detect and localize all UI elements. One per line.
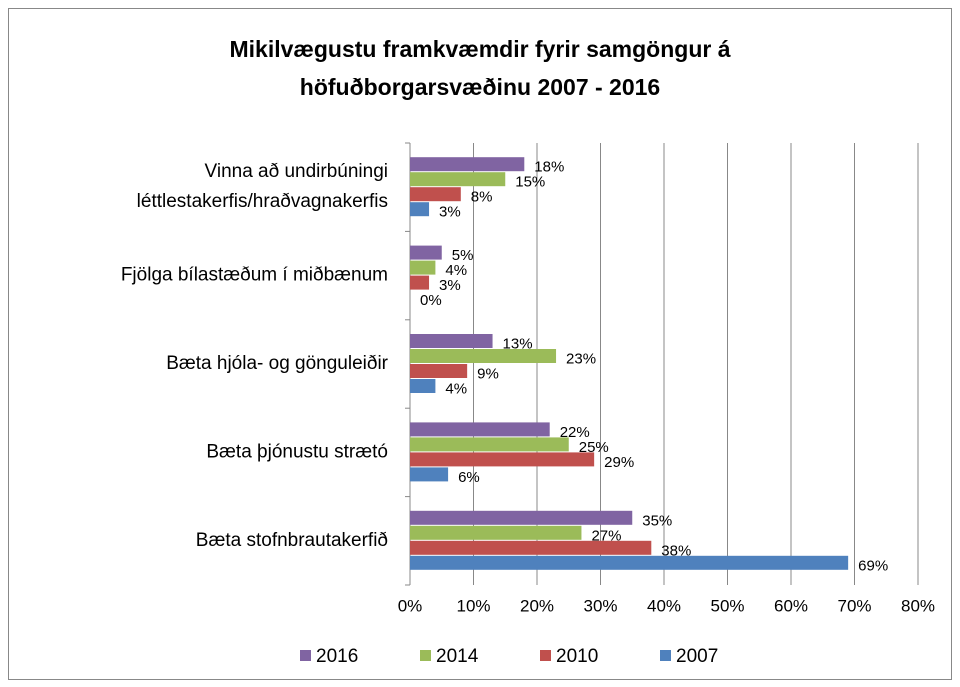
legend-swatch <box>420 650 431 661</box>
legend-swatch <box>540 650 551 661</box>
chart-title-line: höfuðborgarsvæðinu 2007 - 2016 <box>300 74 660 100</box>
bar <box>410 437 569 452</box>
bar <box>410 275 430 290</box>
bar <box>410 467 449 482</box>
value-label: 8% <box>471 189 493 206</box>
value-label: 29% <box>604 454 634 471</box>
chart-title: Mikilvægustu framkvæmdir fyrir samgöngur… <box>229 36 730 100</box>
value-label: 25% <box>579 439 609 456</box>
bar <box>410 379 436 393</box>
x-tick-label: 80% <box>901 596 935 615</box>
value-label: 22% <box>560 424 590 441</box>
y-tick-label: Bæta hjóla- og gönguleiðir <box>166 353 388 374</box>
legend-swatch <box>300 650 311 661</box>
legend-swatch <box>660 650 671 661</box>
bar <box>410 452 595 467</box>
value-label: 6% <box>458 469 480 486</box>
x-tick-label: 40% <box>647 596 681 615</box>
x-tick-label: 0% <box>398 596 423 615</box>
y-tick-label-line: léttlestakerfis/hraðvagnakerfis <box>137 191 388 212</box>
value-label: 38% <box>661 542 691 559</box>
y-tick-label-line: Bæta stofnbrautakerfið <box>196 530 388 551</box>
bar <box>410 349 557 363</box>
value-label: 3% <box>439 277 461 294</box>
legend-label: 2007 <box>676 646 718 667</box>
bar <box>410 540 652 555</box>
value-label: 0% <box>420 292 442 309</box>
legend-label: 2010 <box>556 646 598 667</box>
value-label: 13% <box>503 335 533 352</box>
y-tick-label-line: Vinna að undirbúningi <box>205 161 388 182</box>
value-label: 4% <box>445 262 467 279</box>
bar <box>410 172 506 187</box>
chart-title-line: Mikilvægustu framkvæmdir fyrir samgöngur… <box>229 36 730 62</box>
bar <box>410 202 430 217</box>
bar <box>410 555 849 570</box>
legend-label: 2016 <box>316 646 358 667</box>
y-tick-label-line: Bæta hjóla- og gönguleiðir <box>166 353 388 374</box>
bar <box>410 260 436 275</box>
bar <box>410 334 493 348</box>
value-label: 15% <box>515 174 545 191</box>
x-tick-label: 50% <box>710 596 744 615</box>
y-tick-label: Bæta þjónustu strætó <box>206 441 388 462</box>
bar <box>410 187 461 202</box>
y-tick-label: Vinna að undirbúningi léttlestakerfis/hra… <box>137 161 388 212</box>
value-label: 23% <box>566 350 596 367</box>
bar <box>410 525 582 540</box>
y-tick-label: Bæta stofnbrautakerfið <box>196 530 388 551</box>
y-tick-label: Fjölga bílastæðum í miðbænum <box>121 265 388 286</box>
x-tick-label: 10% <box>456 596 490 615</box>
bar <box>410 364 468 378</box>
value-label: 5% <box>452 247 474 264</box>
value-label: 9% <box>477 365 499 382</box>
value-label: 4% <box>445 380 467 397</box>
value-label: 69% <box>858 557 888 574</box>
value-label: 18% <box>534 159 564 176</box>
legend-label: 2014 <box>436 646 479 667</box>
bar <box>410 245 442 260</box>
value-label: 27% <box>591 527 621 544</box>
x-tick-label: 20% <box>520 596 554 615</box>
bar <box>410 422 550 437</box>
x-tick-label: 30% <box>583 596 617 615</box>
bar <box>410 157 525 172</box>
value-label: 3% <box>439 204 461 221</box>
y-tick-label-line: Bæta þjónustu strætó <box>206 441 388 462</box>
value-label: 35% <box>642 512 672 529</box>
bar <box>410 510 633 525</box>
x-tick-label: 60% <box>774 596 808 615</box>
x-tick-label: 70% <box>837 596 871 615</box>
y-tick-label-line: Fjölga bílastæðum í miðbænum <box>121 265 388 286</box>
